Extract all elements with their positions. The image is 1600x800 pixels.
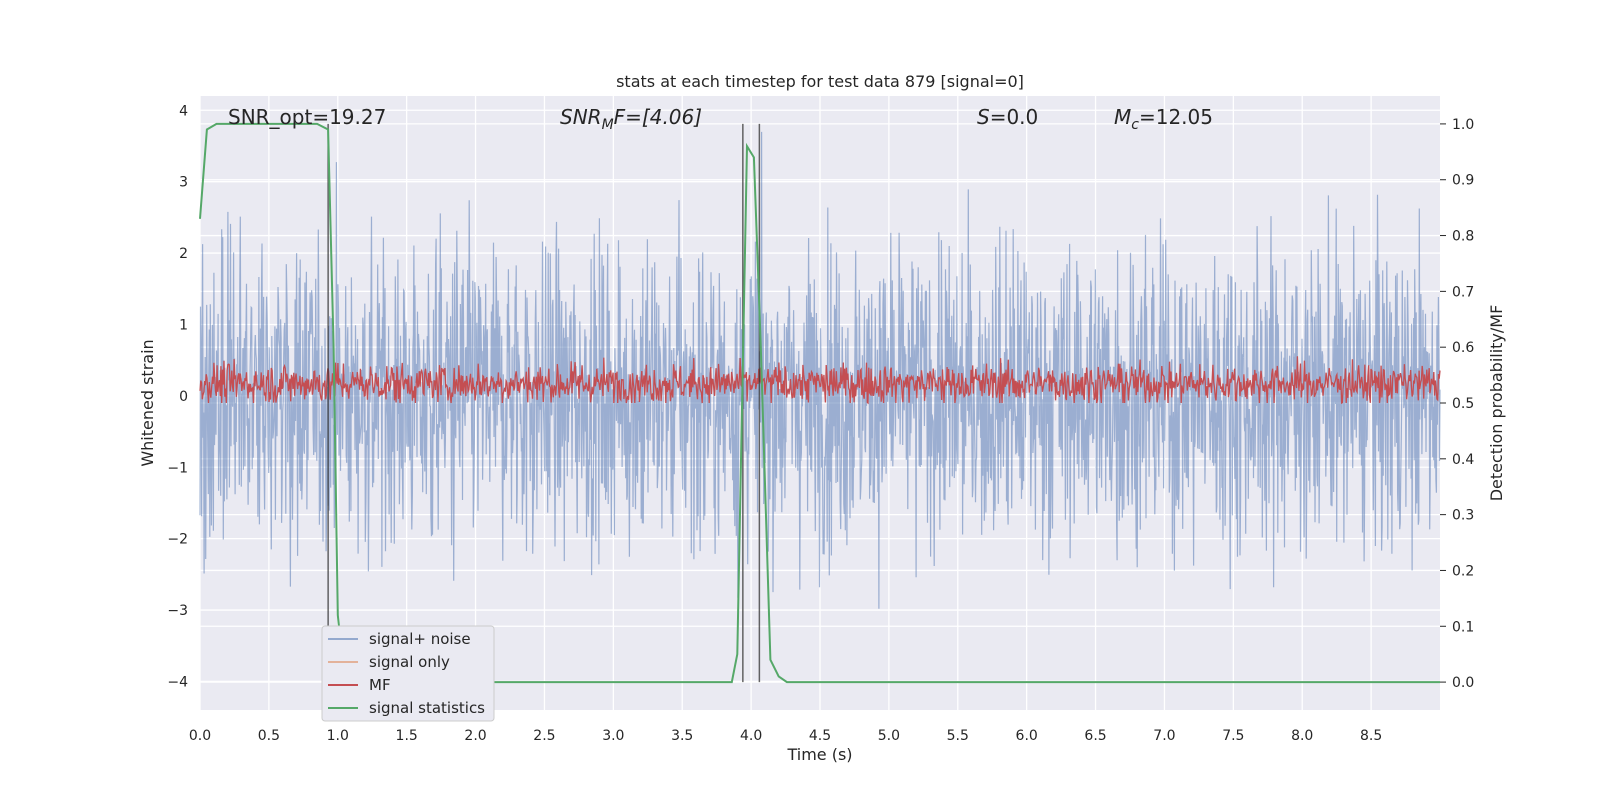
x-tick-label: 0.5 (258, 728, 280, 744)
legend-frame (321, 625, 495, 722)
y2-tick-label: 0.3 (1452, 508, 1474, 524)
x-tick-label: 8.0 (1291, 728, 1313, 744)
mc-annotation: Mc=12.05 (1114, 105, 1213, 133)
y2-tick-label: 0.7 (1452, 284, 1474, 300)
x-tick-label: 2.5 (533, 728, 555, 744)
signal-statistics-series (199, 122, 1440, 684)
y-tick-label: 4 (179, 103, 188, 119)
mf-line (199, 356, 1441, 405)
x-tick-label: 4.5 (809, 728, 831, 744)
x-tick-label: 1.5 (396, 728, 418, 744)
signal-statistics-line (199, 122, 1440, 684)
legend: signal+ noise signal only MF signal stat… (321, 625, 495, 722)
y2-tick-label: 0.1 (1452, 619, 1474, 635)
y-tick-label: −3 (167, 603, 188, 619)
y-tick-label: −1 (167, 460, 188, 476)
y2-tick-label: 1.0 (1452, 117, 1474, 133)
snr-mf-annotation: SNRMF=[4.06] (560, 105, 702, 133)
y2-tick-label: 0.8 (1452, 229, 1474, 245)
y-tick-label: 0 (179, 389, 188, 405)
chart-title: stats at each timestep for test data 879… (616, 72, 1024, 91)
x-axis-label: Time (s) (786, 745, 852, 764)
x-tick-label: 5.5 (947, 728, 969, 744)
y2-tick-label: 0.4 (1452, 452, 1474, 468)
y2-axis-label: Detection probability/MF (1487, 305, 1506, 502)
x-tick-label: 1.0 (327, 728, 349, 744)
y-axis-label: Whitened strain (138, 339, 157, 466)
mf-series (199, 356, 1441, 405)
x-tick-label: 0.0 (189, 728, 211, 744)
y-tick-label: −4 (167, 674, 188, 690)
y2-tick-label: 0.6 (1452, 340, 1474, 356)
legend-label-mf: MF (369, 676, 391, 694)
tick-labels: 0.0 0.5 1.0 1.5 2.0 2.5 3.0 3.5 4.0 4.5 5.0 5.5 6.0 6… (167, 103, 1474, 744)
y-tick-label: 2 (179, 246, 188, 262)
y-tick-label: 3 (179, 175, 188, 191)
x-tick-label: 2.0 (464, 728, 486, 744)
x-tick-label: 6.5 (1084, 728, 1106, 744)
signal-noise-line (199, 131, 1441, 609)
legend-label-signal-statistics: signal statistics (369, 699, 485, 717)
legend-label-signal-noise: signal+ noise (369, 630, 471, 648)
y-tick-label: 1 (179, 317, 188, 333)
y-tick-label: −2 (167, 532, 188, 548)
y2-tick-label: 0.2 (1452, 563, 1474, 579)
x-tick-label: 3.5 (671, 728, 693, 744)
y2-tick-label: 0.0 (1452, 675, 1474, 691)
x-tick-label: 4.0 (740, 728, 762, 744)
x-tick-label: 7.5 (1222, 728, 1244, 744)
y2-tick-label: 0.5 (1452, 396, 1474, 412)
x-tick-label: 7.0 (1153, 728, 1175, 744)
x-tick-label: 5.0 (878, 728, 900, 744)
legend-label-signal-only: signal only (369, 653, 450, 671)
s-annotation: S=0.0 (977, 105, 1038, 129)
y2-tick-label: 0.9 (1452, 173, 1474, 189)
x-tick-label: 8.5 (1360, 728, 1382, 744)
x-tick-label: 6.0 (1016, 728, 1038, 744)
x-tick-label: 3.0 (602, 728, 624, 744)
snr-opt-annotation: SNR_opt=19.27 (228, 105, 386, 129)
signal-noise-series (199, 131, 1441, 609)
